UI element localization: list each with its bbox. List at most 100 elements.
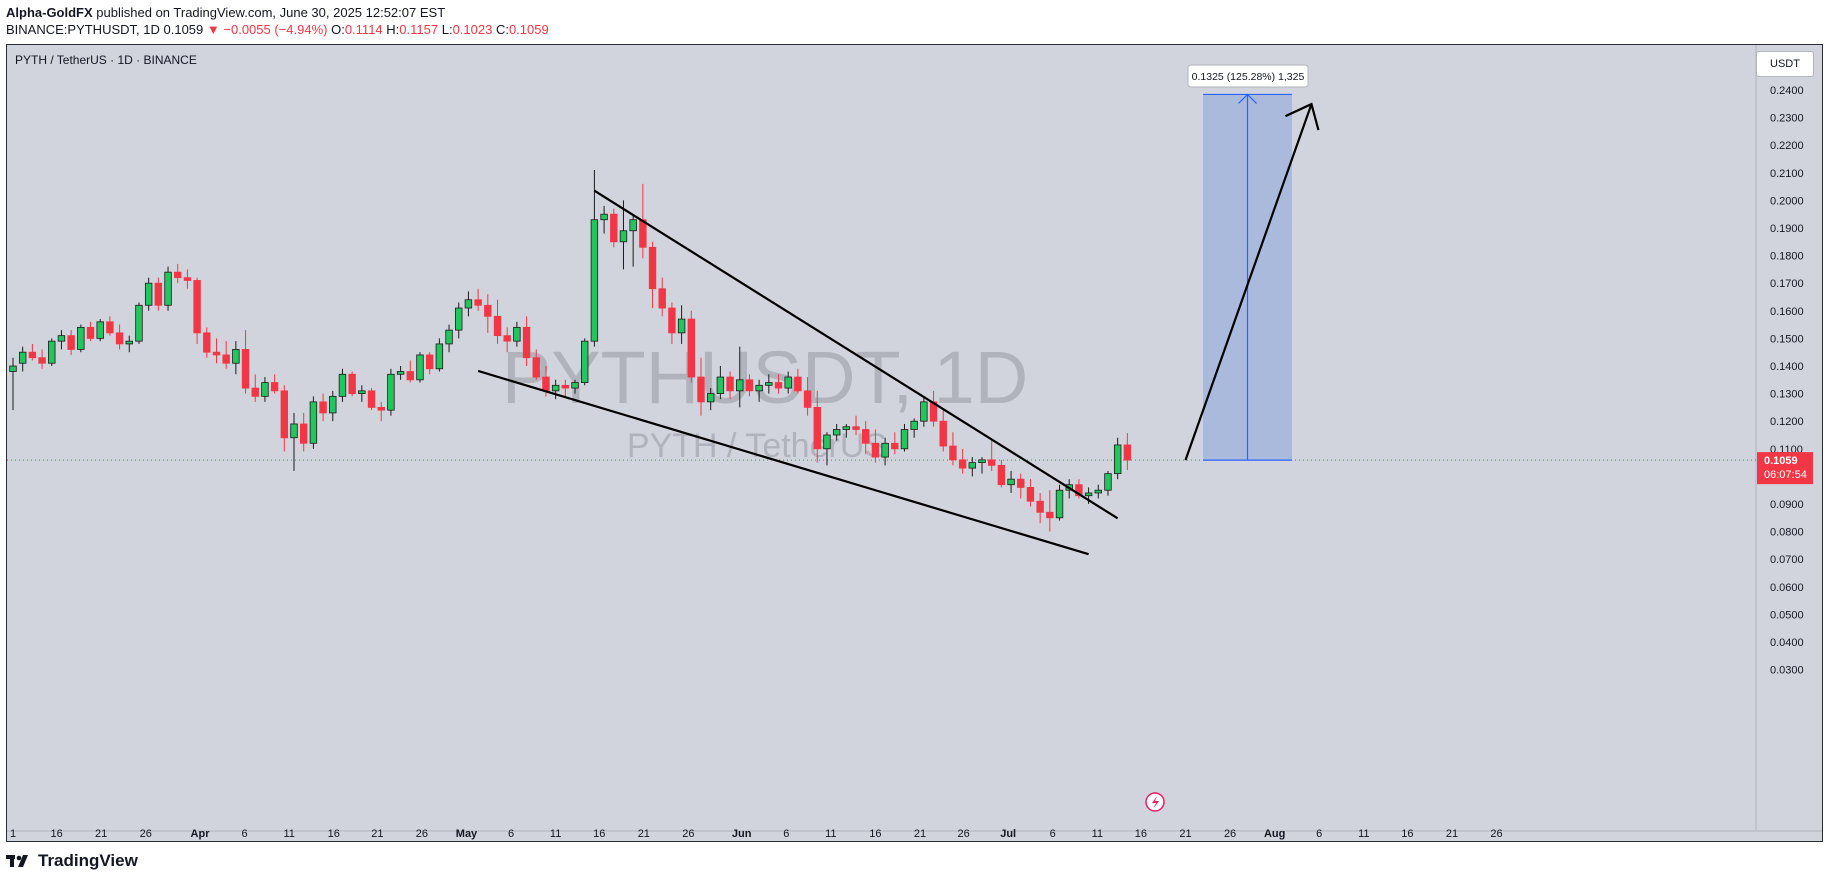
- candle-down: [697, 357, 705, 416]
- date-tick-label: Aug: [1264, 828, 1285, 840]
- candle-up: [435, 338, 444, 372]
- candle-body: [329, 395, 337, 414]
- candle-body: [697, 376, 705, 403]
- candle-body: [154, 282, 163, 306]
- candle-body: [86, 326, 95, 339]
- candle-down: [425, 352, 434, 375]
- date-tick-label: 26: [682, 828, 694, 840]
- candle-up: [135, 302, 143, 344]
- candle-body: [1084, 492, 1093, 497]
- price-tick-label: 0.1600: [1770, 306, 1804, 318]
- date-tick-label: 16: [1401, 828, 1413, 840]
- price-tag-value: 0.1059: [1764, 455, 1798, 467]
- candle-body: [338, 373, 347, 397]
- candle-up: [842, 423, 851, 438]
- candle-up: [164, 266, 172, 311]
- candle-down: [28, 343, 37, 361]
- candle-body: [1123, 444, 1132, 461]
- low-value: 0.1023: [452, 22, 493, 37]
- candle-body: [319, 401, 327, 414]
- down-triangle-icon: ▼: [206, 22, 220, 37]
- candle-body: [716, 376, 725, 395]
- candle-down: [212, 338, 221, 364]
- open-value: 0.1114: [344, 22, 383, 37]
- date-tick-label: 11: [1092, 828, 1103, 840]
- candle-up: [1055, 484, 1064, 521]
- candle-body: [629, 219, 637, 232]
- date-tick-label: 26: [1490, 828, 1502, 840]
- candle-body: [38, 357, 46, 364]
- candle-up: [755, 379, 763, 402]
- candle-body: [920, 401, 928, 422]
- candle-up: [290, 412, 298, 471]
- candle-up: [1104, 470, 1112, 496]
- candle-up: [513, 321, 521, 347]
- currency-button[interactable]: USDT: [1756, 51, 1814, 77]
- candle-body: [387, 373, 395, 411]
- candle-body: [987, 459, 996, 466]
- candle-body: [561, 384, 570, 389]
- candle-body: [677, 318, 686, 334]
- candle-down: [348, 371, 356, 397]
- price-tick-label: 0.2400: [1770, 85, 1804, 97]
- candle-down: [1036, 492, 1044, 524]
- open-label: O:: [331, 22, 345, 37]
- candle-down: [891, 432, 899, 455]
- candle-body: [522, 326, 531, 359]
- candle-up: [1113, 437, 1122, 480]
- candle-body: [532, 357, 540, 378]
- price-tick-label: 0.1800: [1770, 251, 1804, 263]
- date-tick-label: 21: [914, 828, 926, 840]
- date-tick-label: 1: [10, 828, 16, 840]
- publish-line: Alpha-GoldFX published on TradingView.co…: [6, 5, 445, 20]
- candle-down: [532, 349, 540, 380]
- date-tick-label: 6: [1050, 828, 1056, 840]
- candle-body: [542, 376, 550, 392]
- date-tick-label: 6: [242, 828, 248, 840]
- candle-up: [144, 277, 153, 311]
- price-tick-label: 0.0800: [1770, 527, 1804, 539]
- candle-body: [1104, 473, 1112, 491]
- candle-body: [813, 406, 821, 450]
- candle-body: [726, 376, 734, 392]
- candle-down: [319, 393, 327, 422]
- date-tick-label: 21: [638, 828, 650, 840]
- author-name[interactable]: Alpha-GoldFX: [6, 5, 93, 20]
- candle-up: [590, 170, 599, 347]
- candle-down: [668, 302, 676, 344]
- candle-down: [1123, 433, 1132, 471]
- candle-body: [755, 384, 763, 392]
- date-tick-label: 6: [783, 828, 789, 840]
- ohlc-line: BINANCE:PYTHUSDT, 1D 0.1059 ▼ −0.0055 (−…: [6, 22, 549, 37]
- date-tick-label: 21: [371, 828, 383, 840]
- price-tick-label: 0.2100: [1770, 168, 1804, 180]
- date-tick-label: Jul: [1000, 828, 1016, 840]
- candle-body: [106, 321, 114, 334]
- candle-up: [629, 214, 637, 267]
- candle-down: [949, 432, 957, 466]
- candle-body: [1055, 489, 1064, 519]
- candle-body: [1094, 489, 1102, 494]
- candle-down: [154, 277, 163, 311]
- date-tick-label: 26: [957, 828, 969, 840]
- candle-up: [900, 423, 909, 452]
- candle-down: [1017, 473, 1025, 499]
- candle-down: [610, 208, 618, 248]
- candle-body: [571, 382, 579, 389]
- tradingview-logo[interactable]: TradingView: [6, 851, 138, 871]
- low-label: L:: [441, 22, 453, 37]
- candle-body: [784, 376, 792, 389]
- candle-down: [280, 385, 289, 452]
- candle-body: [513, 326, 521, 342]
- candle-body: [939, 420, 947, 447]
- price-tick-label: 0.0500: [1770, 609, 1804, 621]
- chart-panel[interactable]: PYTHUSDT, 1D PYTH / TetherUS 0.2400 0.2300 0…: [6, 44, 1823, 842]
- candle-down: [561, 379, 570, 397]
- publish-info: published on TradingView.com, June 30, 2…: [96, 5, 446, 20]
- candle-up: [716, 366, 725, 400]
- lightning-icon-bolt: [1152, 796, 1159, 809]
- candle-down: [493, 299, 502, 344]
- price-chart[interactable]: PYTHUSDT, 1D PYTH / TetherUS 0.2400 0.2300 0…: [7, 45, 1823, 842]
- candle-body: [183, 277, 192, 281]
- candle-body: [803, 390, 812, 408]
